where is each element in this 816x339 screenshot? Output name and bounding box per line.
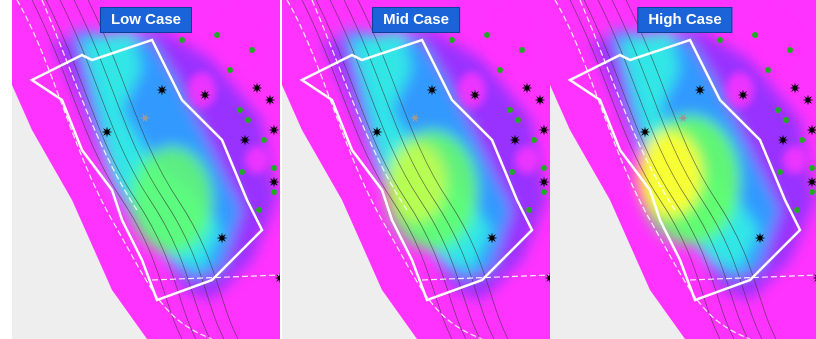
contour-lines — [569, 0, 777, 339]
star-well-icon — [274, 272, 280, 284]
wells — [371, 32, 550, 284]
low-case-map — [12, 0, 280, 339]
green-dot-well-icon — [775, 107, 781, 113]
star-well-icon — [737, 89, 749, 101]
star-well-icon — [538, 176, 550, 188]
star-well-icon — [101, 126, 113, 138]
green-dot-well-icon — [519, 47, 525, 53]
green-dot-well-icon — [794, 207, 800, 213]
green-dot-well-icon — [249, 47, 255, 53]
green-dot-well-icon — [809, 165, 815, 171]
green-dot-well-icon — [271, 189, 277, 195]
star-well-icon — [789, 82, 801, 94]
green-dot-well-icon — [765, 67, 771, 73]
star-well-icon — [806, 176, 816, 188]
star-well-icon — [268, 124, 280, 136]
panel-low-case — [12, 0, 280, 339]
property-heatmap — [322, 30, 547, 300]
null-area — [550, 85, 685, 339]
wells — [101, 32, 280, 284]
green-dot-well-icon — [787, 47, 793, 53]
property-heatmap — [590, 30, 815, 300]
green-dot-well-icon — [531, 137, 537, 143]
green-dot-well-icon — [237, 107, 243, 113]
green-dot-well-icon — [526, 207, 532, 213]
star-well-icon — [777, 134, 789, 146]
star-well-icon — [216, 232, 228, 244]
green-dot-well-icon — [809, 189, 815, 195]
null-area — [282, 85, 417, 339]
null-area — [12, 85, 147, 339]
star-well-icon — [156, 84, 168, 96]
star-well-icon — [469, 89, 481, 101]
green-dot-well-icon — [799, 137, 805, 143]
green-dot-well-icon — [449, 37, 455, 43]
green-dot-well-icon — [261, 137, 267, 143]
star-well-icon — [486, 232, 498, 244]
property-heatmap — [52, 30, 277, 300]
high-case-map — [550, 0, 816, 339]
green-dot-well-icon — [541, 189, 547, 195]
field-outline — [299, 38, 534, 302]
star-well-icon — [538, 124, 550, 136]
star-well-icon — [544, 272, 550, 284]
green-dot-well-icon — [214, 32, 220, 38]
green-dot-well-icon — [179, 37, 185, 43]
star-well-icon — [371, 126, 383, 138]
contour-lines — [31, 0, 239, 339]
green-dot-well-icon — [541, 165, 547, 171]
green-dot-well-icon — [783, 117, 789, 123]
star-well-icon — [694, 84, 706, 96]
green-dot-well-icon — [245, 117, 251, 123]
green-dot-well-icon — [515, 117, 521, 123]
green-dot-well-icon — [227, 67, 233, 73]
star-well-icon — [264, 94, 276, 106]
star-well-icon — [251, 82, 263, 94]
green-dot-well-icon — [239, 169, 245, 175]
field-outline — [567, 38, 802, 302]
star-well-icon — [812, 274, 816, 282]
grey-star-well-icon — [140, 113, 150, 123]
mid-case-label: Mid Case — [372, 7, 460, 33]
green-dot-well-icon — [484, 32, 490, 38]
star-well-icon — [802, 94, 814, 106]
star-well-icon — [268, 176, 280, 188]
star-well-icon — [521, 82, 533, 94]
star-well-icon — [806, 124, 816, 136]
star-well-icon — [534, 94, 546, 106]
low-case-label: Low Case — [99, 7, 193, 33]
green-dot-well-icon — [717, 37, 723, 43]
green-dot-well-icon — [777, 169, 783, 175]
high-case-label: High Case — [637, 7, 733, 33]
green-dot-well-icon — [509, 169, 515, 175]
mid-case-map — [282, 0, 550, 339]
star-well-icon — [199, 89, 211, 101]
star-well-icon — [239, 134, 251, 146]
green-dot-well-icon — [752, 32, 758, 38]
wells — [639, 32, 816, 282]
grey-star-well-icon — [678, 113, 688, 123]
green-dot-well-icon — [497, 67, 503, 73]
star-well-icon — [754, 232, 766, 244]
star-well-icon — [426, 84, 438, 96]
green-dot-well-icon — [271, 165, 277, 171]
star-well-icon — [509, 134, 521, 146]
panel-mid-case — [282, 0, 550, 339]
panel-high-case — [550, 0, 816, 339]
field-outline — [29, 38, 264, 302]
green-dot-well-icon — [256, 207, 262, 213]
star-well-icon — [639, 126, 651, 138]
grey-star-well-icon — [410, 113, 420, 123]
green-dot-well-icon — [507, 107, 513, 113]
